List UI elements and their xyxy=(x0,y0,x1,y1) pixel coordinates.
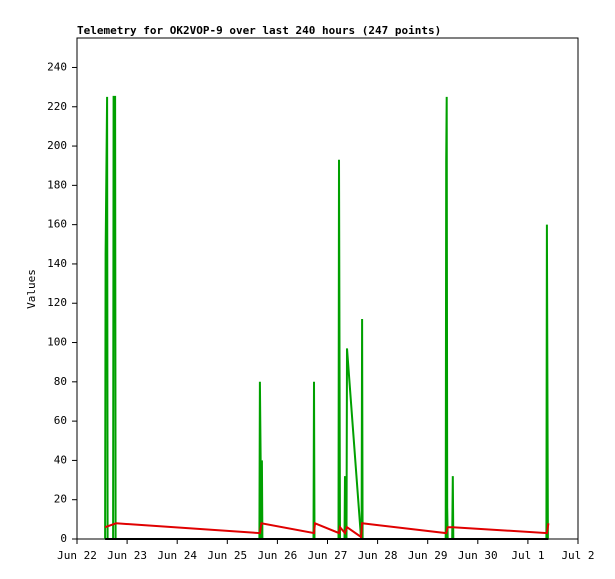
x-tick-label: Jun 22 xyxy=(57,549,97,562)
x-tick-label: Jun 29 xyxy=(408,549,448,562)
x-tick-label: Jun 27 xyxy=(308,549,348,562)
x-tick-label: Jun 26 xyxy=(258,549,298,562)
series-line xyxy=(104,95,549,540)
series-line xyxy=(104,521,550,539)
x-tick-label: Jun 24 xyxy=(157,549,197,562)
y-tick-label: 140 xyxy=(47,257,67,270)
y-tick-label: 120 xyxy=(47,296,67,309)
x-tick-label: Jun 28 xyxy=(358,549,398,562)
y-tick-label: 220 xyxy=(47,100,67,113)
x-tick-label: Jun 23 xyxy=(107,549,147,562)
y-tick-label: 60 xyxy=(54,414,67,427)
x-tick-label: Jun 25 xyxy=(207,549,247,562)
y-tick-label: 160 xyxy=(47,218,67,231)
y-tick-label: 40 xyxy=(54,453,67,466)
x-tick-label: Jul 2 xyxy=(561,549,594,562)
y-tick-label: 200 xyxy=(47,139,67,152)
y-tick-label: 240 xyxy=(47,60,67,73)
y-tick-label: 20 xyxy=(54,493,67,506)
y-tick-label: 180 xyxy=(47,178,67,191)
x-tick-label: Jun 30 xyxy=(458,549,498,562)
plot-frame xyxy=(76,37,579,540)
y-axis-label: Values xyxy=(25,269,38,309)
y-tick-label: 100 xyxy=(47,336,67,349)
y-tick-label: 80 xyxy=(54,375,67,388)
chart-title: Telemetry for OK2VOP-9 over last 240 hou… xyxy=(77,24,441,37)
y-tick-label: 0 xyxy=(60,532,67,545)
x-tick-label: Jul 1 xyxy=(511,549,544,562)
